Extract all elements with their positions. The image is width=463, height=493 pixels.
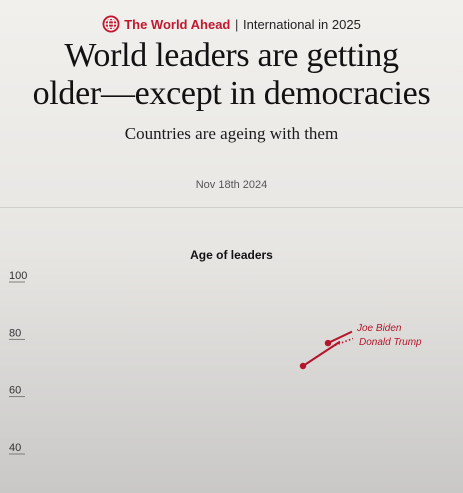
chart-plot-area: 100 80 60 40 Joe Biden Donald Trump — [9, 270, 422, 455]
globe-icon — [102, 15, 120, 36]
kicker-separator: | — [234, 17, 239, 32]
y-tick-label-60: 60 — [9, 385, 21, 397]
chart-title: Age of leaders — [190, 248, 273, 262]
article-kicker: The World Ahead | International in 2025 — [0, 15, 463, 36]
y-tick-label-80: 80 — [9, 327, 21, 339]
headline-line-2: older—except in democracies — [32, 75, 431, 112]
y-tick-label-40: 40 — [9, 442, 21, 454]
series-line-0 — [327, 330, 353, 344]
page-title: World leaders are getting older—except i… — [0, 37, 463, 113]
series-connector-dotted — [334, 337, 354, 347]
series-line-1 — [302, 340, 341, 367]
divider — [0, 207, 463, 208]
series-point-1 — [299, 362, 307, 370]
leader-age-chart: Age of leaders 100 80 60 40 Joe Biden Donald … — [0, 240, 463, 493]
series-label-0: Joe Biden — [356, 323, 402, 334]
section-link[interactable]: International in 2025 — [243, 17, 361, 32]
headline-line-1: World leaders are getting — [64, 37, 399, 74]
series-point-0 — [324, 339, 332, 347]
y-tick-label-100: 100 — [9, 270, 27, 282]
subheadline: Countries are ageing with them — [124, 124, 339, 143]
brand-link[interactable]: The World Ahead — [124, 17, 231, 32]
publish-date: Nov 18th 2024 — [195, 179, 268, 191]
series-label-1: Donald Trump — [359, 337, 422, 348]
